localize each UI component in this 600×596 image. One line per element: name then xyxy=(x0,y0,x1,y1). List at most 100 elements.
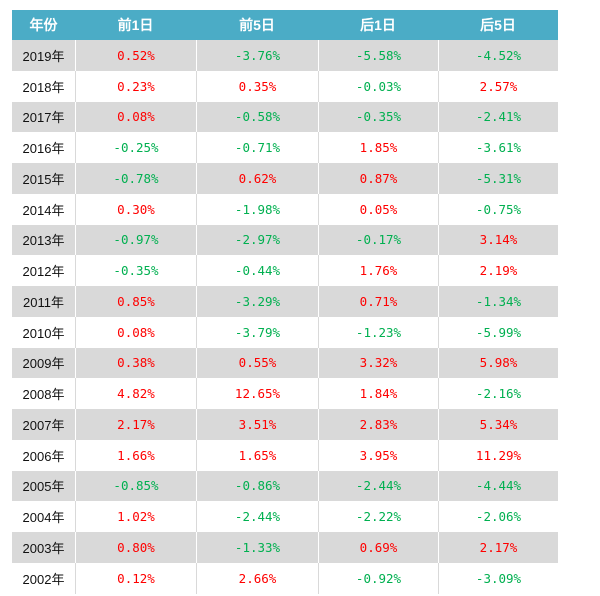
header-post-5d: 后5日 xyxy=(480,17,516,33)
pre-5d-cell: -3.76% xyxy=(196,40,318,71)
table-row: 2015年 -0.78% 0.62% 0.87% -5.31% xyxy=(12,163,558,194)
pre-1d-cell: -0.78% xyxy=(75,163,196,194)
year-cell: 2013年 xyxy=(22,233,65,249)
pre-1d-cell: 0.80% xyxy=(75,532,196,563)
table-row: 2004年 1.02% -2.44% -2.22% -2.06% xyxy=(12,501,558,532)
table-row: 2012年 -0.35% -0.44% 1.76% 2.19% xyxy=(12,255,558,286)
post-5d-cell: 5.98% xyxy=(438,347,558,379)
post-5d-cell: -1.34% xyxy=(438,286,558,317)
table-row: 2008年 4.82% 12.65% 1.84% -2.16% xyxy=(12,378,558,409)
year-cell: 2010年 xyxy=(22,325,65,341)
pre-1d-cell: 0.30% xyxy=(75,193,196,225)
table-header-row: 年份 前1日 前5日 后1日 后5日 xyxy=(12,10,558,40)
pre-1d-cell: 0.23% xyxy=(75,70,196,102)
pre-5d-cell: -2.97% xyxy=(196,224,318,256)
post-1d-cell: 1.85% xyxy=(318,132,438,163)
pre-5d-cell: -3.29% xyxy=(196,286,318,317)
header-pre-1d: 前1日 xyxy=(117,17,154,33)
pre-5d-cell: 3.51% xyxy=(196,409,318,440)
year-cell: 2006年 xyxy=(22,448,65,464)
post-5d-cell: 3.14% xyxy=(438,224,558,256)
year-cell: 2007年 xyxy=(22,417,65,433)
pre-5d-cell: 0.62% xyxy=(196,163,318,194)
post-1d-cell: 0.05% xyxy=(318,193,438,225)
post-1d-cell: 1.84% xyxy=(318,378,438,409)
pre-1d-cell: -0.85% xyxy=(75,470,196,502)
post-1d-cell: 0.87% xyxy=(318,163,438,194)
post-1d-cell: -2.22% xyxy=(318,501,438,532)
post-1d-cell: -5.58% xyxy=(318,40,438,71)
pre-5d-cell: -3.79% xyxy=(196,316,318,348)
post-5d-cell: -0.75% xyxy=(438,193,558,225)
year-cell: 2005年 xyxy=(22,479,65,495)
pre-1d-cell: 0.08% xyxy=(75,316,196,348)
post-5d-cell: -5.99% xyxy=(438,316,558,348)
pre-5d-cell: -0.86% xyxy=(196,470,318,502)
post-1d-cell: -0.03% xyxy=(318,70,438,102)
post-1d-cell: -0.17% xyxy=(318,224,438,256)
pre-1d-cell: 0.52% xyxy=(75,40,196,71)
post-1d-cell: 3.32% xyxy=(318,347,438,379)
table-row: 2014年 0.30% -1.98% 0.05% -0.75% xyxy=(12,193,558,225)
pre-5d-cell: -1.33% xyxy=(196,532,318,563)
year-cell: 2011年 xyxy=(23,294,64,310)
pre-5d-cell: 12.65% xyxy=(196,378,318,409)
post-1d-cell: 3.95% xyxy=(318,439,438,471)
year-cell: 2019年 xyxy=(22,48,65,64)
pre-5d-cell: 1.65% xyxy=(196,439,318,471)
table-row: 2017年 0.08% -0.58% -0.35% -2.41% xyxy=(12,101,558,133)
post-5d-cell: -2.41% xyxy=(438,101,558,133)
year-cell: 2003年 xyxy=(22,540,65,556)
pre-1d-cell: 4.82% xyxy=(75,378,196,409)
pre-1d-cell: 1.02% xyxy=(75,501,196,532)
pre-5d-cell: -0.71% xyxy=(196,132,318,163)
table-row: 2009年 0.38% 0.55% 3.32% 5.98% xyxy=(12,347,558,379)
pre-1d-cell: 0.12% xyxy=(75,562,196,594)
pre-1d-cell: -0.97% xyxy=(75,224,196,256)
post-1d-cell: -1.23% xyxy=(318,316,438,348)
header-post-1d: 后1日 xyxy=(360,17,396,33)
pre-5d-cell: 0.35% xyxy=(196,70,318,102)
year-cell: 2015年 xyxy=(22,171,65,187)
pre-1d-cell: 0.85% xyxy=(75,286,196,317)
year-cell: 2004年 xyxy=(22,510,65,526)
year-cell: 2018年 xyxy=(22,79,65,95)
table-row: 2002年 0.12% 2.66% -0.92% -3.09% xyxy=(12,562,558,594)
pre-1d-cell: 1.66% xyxy=(75,439,196,471)
post-5d-cell: -2.16% xyxy=(438,378,558,409)
pre-1d-cell: 0.08% xyxy=(75,101,196,133)
pre-1d-cell: -0.25% xyxy=(75,132,196,163)
table-row: 2005年 -0.85% -0.86% -2.44% -4.44% xyxy=(12,470,558,502)
pre-5d-cell: -2.44% xyxy=(196,501,318,532)
post-1d-cell: 2.83% xyxy=(318,409,438,440)
header-pre-5d: 前5日 xyxy=(239,17,275,33)
returns-table: 年份 前1日 前5日 后1日 后5日 2019年 0.52% -3.76% -5… xyxy=(12,10,558,594)
year-cell: 2009年 xyxy=(22,356,65,372)
header-year: 年份 xyxy=(29,17,58,33)
post-5d-cell: 5.34% xyxy=(438,409,558,440)
year-cell: 2012年 xyxy=(22,264,65,280)
post-5d-cell: -4.52% xyxy=(438,40,558,71)
post-1d-cell: 0.71% xyxy=(318,286,438,317)
table-row: 2010年 0.08% -3.79% -1.23% -5.99% xyxy=(12,316,558,348)
table-row: 2007年 2.17% 3.51% 2.83% 5.34% xyxy=(12,409,558,440)
year-cell: 2014年 xyxy=(22,202,65,218)
post-5d-cell: 2.19% xyxy=(438,255,558,286)
post-1d-cell: 0.69% xyxy=(318,532,438,563)
table-row: 2016年 -0.25% -0.71% 1.85% -3.61% xyxy=(12,132,558,163)
table-row: 2003年 0.80% -1.33% 0.69% 2.17% xyxy=(12,532,558,563)
table-row: 2013年 -0.97% -2.97% -0.17% 3.14% xyxy=(12,224,558,256)
post-5d-cell: -2.06% xyxy=(438,501,558,532)
pre-5d-cell: 2.66% xyxy=(196,562,318,594)
post-5d-cell: -4.44% xyxy=(438,470,558,502)
pre-5d-cell: -0.44% xyxy=(196,255,318,286)
pre-1d-cell: 2.17% xyxy=(75,409,196,440)
pre-5d-cell: 0.55% xyxy=(196,347,318,379)
year-cell: 2008年 xyxy=(22,387,65,403)
pre-1d-cell: 0.38% xyxy=(75,347,196,379)
year-cell: 2002年 xyxy=(22,571,65,587)
pre-5d-cell: -1.98% xyxy=(196,193,318,225)
post-1d-cell: -2.44% xyxy=(318,470,438,502)
table-row: 2018年 0.23% 0.35% -0.03% 2.57% xyxy=(12,70,558,102)
post-5d-cell: -3.09% xyxy=(438,562,558,594)
